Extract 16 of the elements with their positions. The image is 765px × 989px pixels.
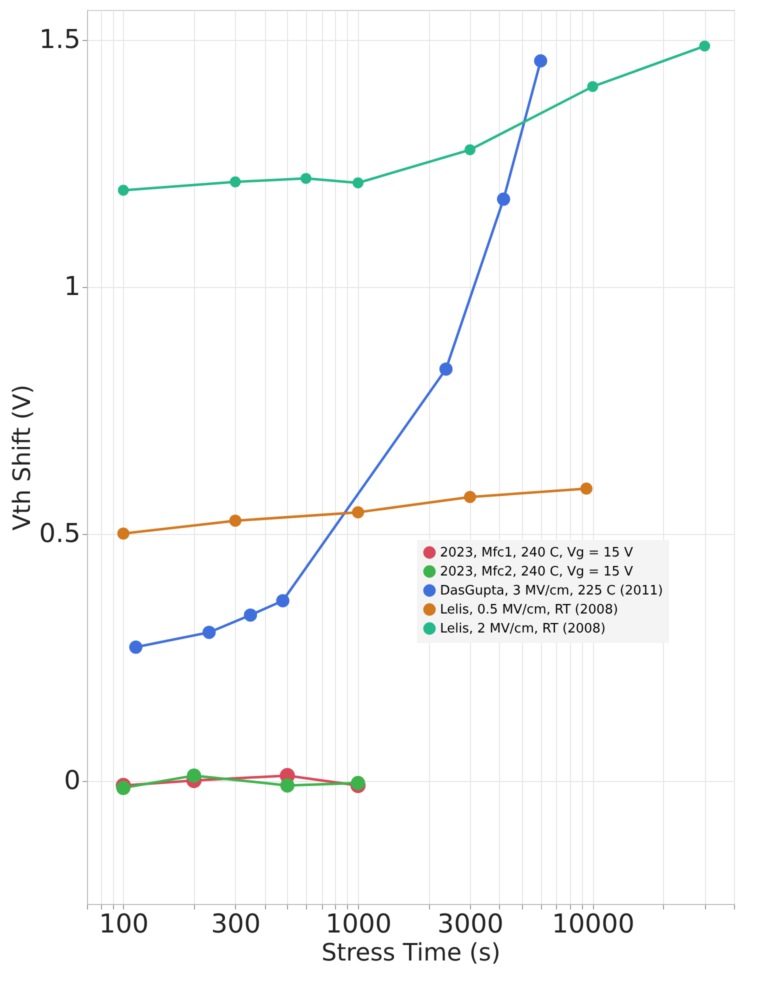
x-tick-label: 300 xyxy=(211,910,261,940)
legend-label: DasGupta, 3 MV/cm, 225 C (2011) xyxy=(440,584,663,598)
x-tick-label: 3000 xyxy=(437,910,504,940)
x-tick-label: 100 xyxy=(99,910,149,940)
legend-label: Lelis, 2 MV/cm, RT (2008) xyxy=(440,622,606,636)
x-tick-label: 1000 xyxy=(325,910,392,940)
legend-label: 2023, Mfc2, 240 C, Vg = 15 V xyxy=(440,564,634,580)
y-tick-label: 0 xyxy=(64,766,80,796)
y-axis-title: Vth Shift (V) xyxy=(8,384,36,530)
x-axis-title: Stress Time (s) xyxy=(322,938,500,966)
legend-label: 2023, Mfc1, 240 C, Vg = 15 V xyxy=(440,546,634,560)
x-tick-label: 10000 xyxy=(552,910,635,940)
y-tick-label: 1 xyxy=(64,272,80,302)
y-tick-label: 0.5 xyxy=(39,519,80,550)
legend-label: Lelis, 0.5 MV/cm, RT (2008) xyxy=(440,602,618,618)
y-tick-label: 1.5 xyxy=(39,25,80,56)
